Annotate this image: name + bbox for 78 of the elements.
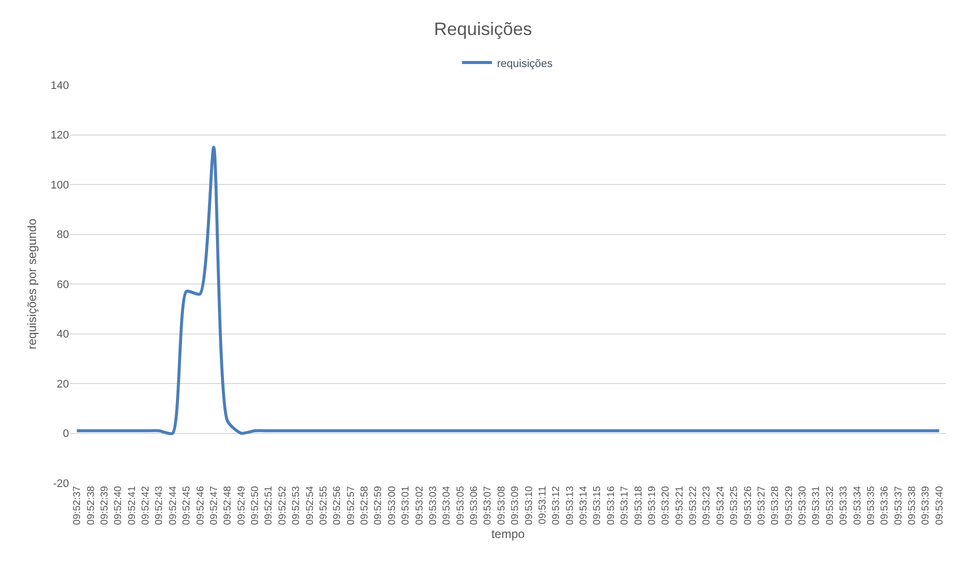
- x-tick-label: 09:53:10: [524, 486, 535, 525]
- x-tick-label: 09:52:58: [360, 486, 371, 525]
- x-tick-label: 09:53:17: [620, 486, 631, 525]
- x-tick-label: 09:52:46: [195, 486, 206, 525]
- x-tick-label: 09:53:30: [798, 486, 809, 525]
- x-tick-label: 09:53:14: [578, 486, 590, 525]
- x-tick-label: 09:53:25: [729, 486, 740, 525]
- x-tick-label: 09:53:36: [880, 486, 891, 525]
- legend-label: requisições: [497, 58, 554, 70]
- y-tick-label: 40: [56, 328, 69, 341]
- x-tick-label: 09:53:31: [811, 486, 822, 525]
- x-tick-label: 09:53:03: [428, 486, 439, 525]
- x-tick-label: 09:52:47: [208, 486, 220, 525]
- x-tick-label: 09:52:54: [304, 486, 316, 525]
- x-tick-label: 09:53:26: [742, 486, 754, 525]
- x-tick-label: 09:52:59: [373, 486, 384, 525]
- x-tick-label: 09:52:56: [332, 486, 344, 525]
- x-tick-label: 09:53:19: [646, 486, 658, 525]
- x-axis-title: tempo: [491, 526, 525, 541]
- y-tick-label: 20: [56, 378, 69, 390]
- x-tick-label: 09:53:22: [688, 486, 700, 525]
- line-series: [75, 146, 941, 435]
- x-tick-label: 09:52:49: [236, 486, 248, 525]
- x-tick-label: 09:53:06: [469, 486, 480, 525]
- x-tick-label: 09:53:32: [824, 486, 836, 525]
- x-tick-label: 09:53:37: [893, 486, 904, 525]
- x-tick-label: 09:52:44: [168, 486, 179, 525]
- x-tick-label: 09:53:09: [510, 486, 522, 525]
- x-tick-label: 09:52:48: [222, 486, 234, 525]
- x-tick-label: 09:52:50: [250, 486, 262, 525]
- x-tick-label: 09:52:40: [113, 486, 124, 525]
- y-tick-label: 0: [62, 428, 69, 440]
- y-tick-label: 140: [50, 80, 69, 92]
- x-tick-label: 09:53:24: [715, 486, 726, 525]
- x-tick-label: 09:53:40: [934, 486, 946, 525]
- x-tick-label: 09:53:35: [866, 486, 877, 525]
- x-tick-label: 09:53:38: [907, 486, 918, 525]
- x-tick-label: 09:52:39: [99, 486, 110, 525]
- x-tick-label: 09:53:07: [482, 486, 494, 525]
- x-tick-label: 09:53:34: [852, 486, 864, 525]
- x-tick-label: 09:53:12: [551, 486, 562, 525]
- x-tick-label: 09:53:00: [386, 486, 398, 525]
- x-tick-label: 09:53:02: [414, 486, 426, 525]
- x-tick-label: 09:52:53: [291, 486, 302, 525]
- x-tick-label: 09:52:51: [264, 486, 275, 525]
- x-tick-label: 09:52:43: [154, 486, 166, 525]
- y-tick-label: 100: [50, 179, 69, 192]
- x-tick-label: 09:52:45: [182, 486, 193, 525]
- y-axis-title: requisições por segundo: [25, 218, 39, 350]
- x-tick-label: 09:52:42: [140, 486, 152, 525]
- y-tick-label: -20: [53, 478, 69, 490]
- x-tick-label: 09:53:23: [702, 486, 713, 525]
- x-tick-label: 09:52:37: [72, 486, 84, 525]
- chart-title: Requisições: [434, 19, 532, 40]
- x-tick-label: 09:53:11: [537, 486, 548, 524]
- x-tick-label: 09:53:01: [400, 486, 412, 525]
- x-tick-label: 09:53:39: [920, 486, 932, 525]
- x-tick-label: 09:52:38: [86, 486, 97, 525]
- x-tick-label: 09:53:04: [442, 486, 453, 525]
- x-tick-label: 09:53:13: [564, 486, 576, 525]
- y-tick-label: 120: [50, 130, 69, 142]
- y-tick-label: 60: [56, 278, 69, 291]
- x-tick-label: 09:53:15: [592, 486, 604, 525]
- x-tick-label: 09:52:52: [277, 486, 288, 525]
- x-tick-label: 09:52:57: [346, 486, 357, 525]
- x-tick-label: 09:53:33: [838, 486, 850, 525]
- x-tick-label: 09:53:27: [756, 486, 768, 525]
- x-tick-label: 09:53:16: [606, 486, 617, 525]
- x-tick-label: 09:53:21: [674, 486, 686, 525]
- x-tick-label: 09:53:29: [784, 486, 795, 525]
- y-tick-label: 80: [56, 229, 69, 242]
- x-tick-label: 09:53:18: [633, 486, 644, 525]
- x-tick-label: 09:53:05: [455, 486, 466, 525]
- x-tick-label: 09:52:55: [318, 486, 330, 525]
- x-tick-label: 09:52:41: [126, 486, 138, 525]
- x-tick-label: 09:53:28: [770, 486, 782, 525]
- x-tick-label: 09:53:08: [496, 486, 508, 525]
- x-tick-label: 09:53:20: [660, 486, 672, 525]
